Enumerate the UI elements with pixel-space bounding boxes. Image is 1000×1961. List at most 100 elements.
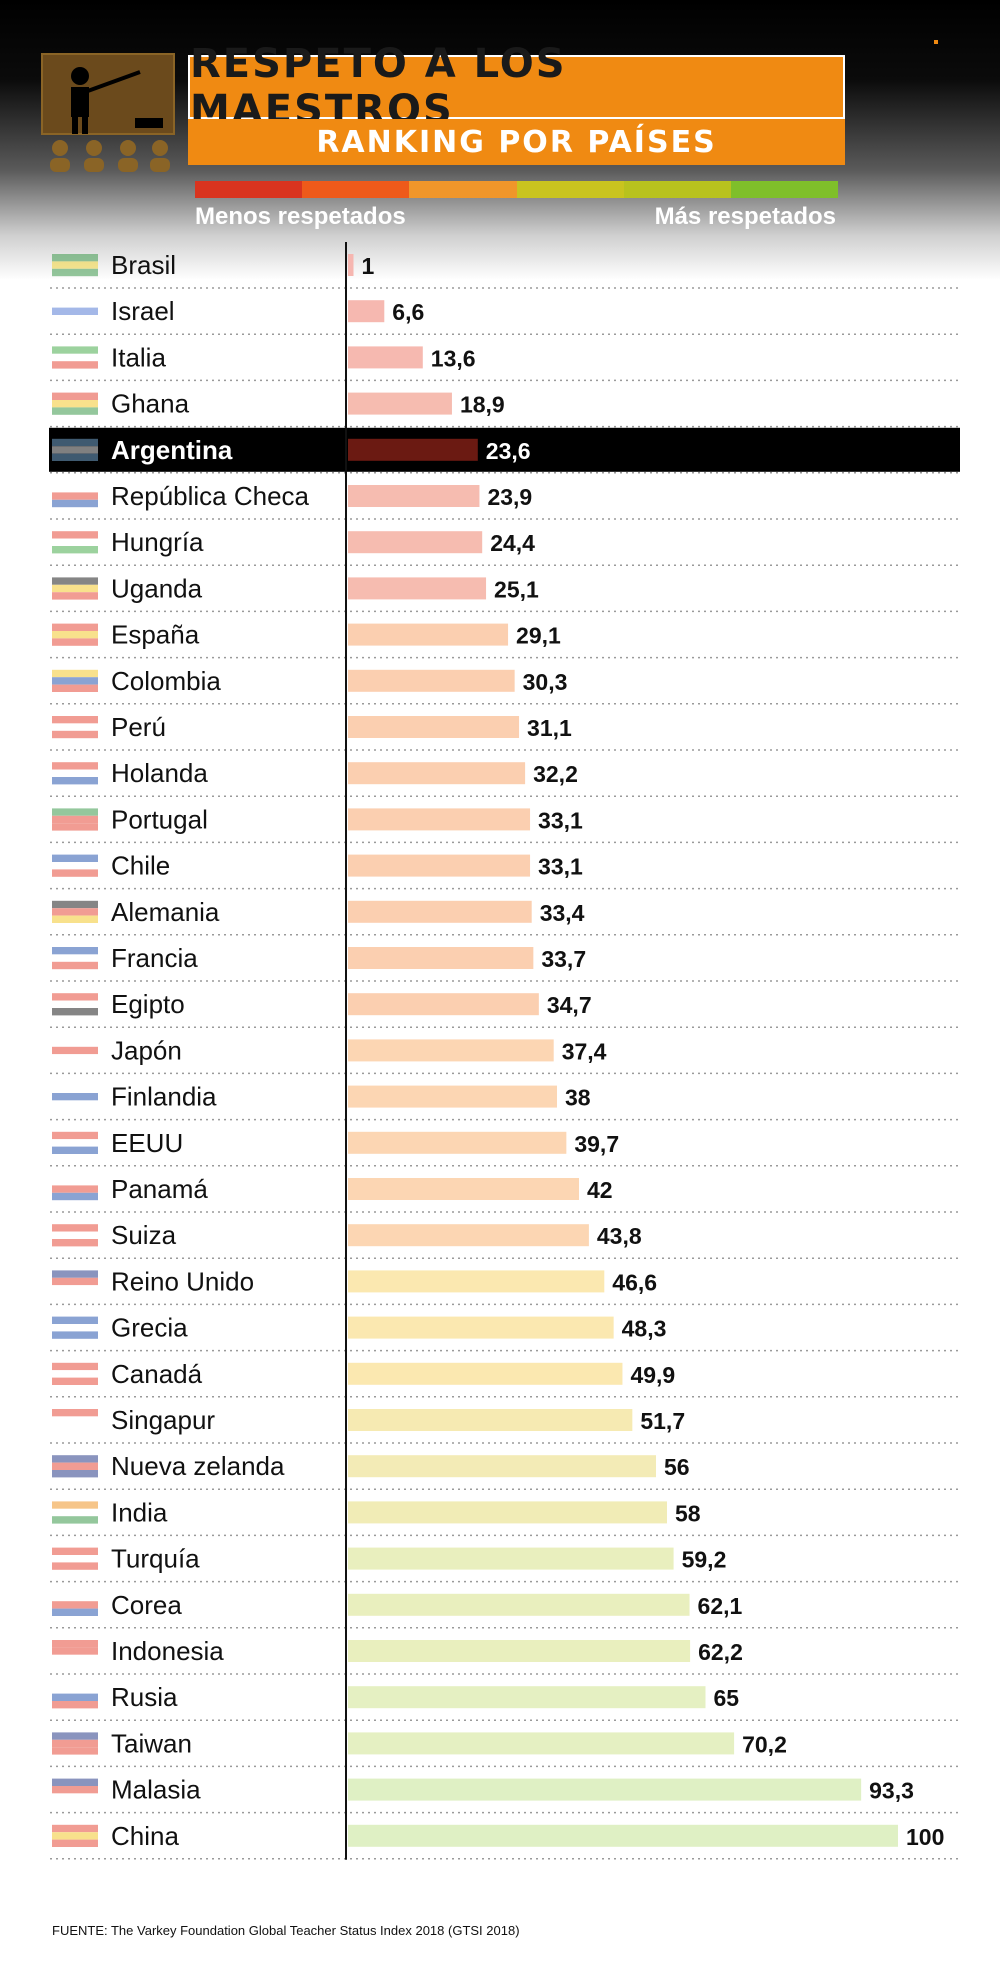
chart-row: Grecia 48,3 xyxy=(50,1313,958,1352)
bar xyxy=(348,900,532,923)
country-label: Malasia xyxy=(111,1775,201,1805)
country-flag-icon xyxy=(52,1732,98,1755)
chart-row: Ghana 18,9 xyxy=(50,389,958,428)
bar xyxy=(348,254,354,276)
data-label: 48,3 xyxy=(622,1316,667,1342)
scale-segment xyxy=(302,181,410,198)
country-label: Argentina xyxy=(111,435,233,465)
data-label: 59,2 xyxy=(682,1547,727,1573)
bar xyxy=(348,1270,605,1293)
country-label: China xyxy=(111,1821,179,1851)
bar xyxy=(348,623,509,646)
country-flag-icon xyxy=(52,1224,98,1247)
data-label: 33,4 xyxy=(540,900,585,926)
country-label: Perú xyxy=(111,712,166,742)
data-label: 51,7 xyxy=(640,1408,685,1434)
bar xyxy=(348,1455,656,1478)
bar xyxy=(348,762,526,785)
title-banner: RESPETO A LOS MAESTROS xyxy=(188,41,845,133)
chart-row: Singapur 51,7 xyxy=(50,1405,958,1444)
chart-row: Turquía 59,2 xyxy=(50,1544,958,1583)
country-label: Egipto xyxy=(111,989,185,1019)
chart-row: Brasil 1 xyxy=(50,250,958,289)
data-label: 25,1 xyxy=(494,576,539,602)
chart-row: Chile 33,1 xyxy=(50,851,958,890)
bar xyxy=(348,947,534,969)
bar xyxy=(348,438,478,461)
country-label: Brasil xyxy=(111,250,176,280)
data-label: 65 xyxy=(714,1685,740,1711)
country-flag-icon xyxy=(52,346,98,369)
respect-color-scale xyxy=(195,181,839,198)
country-flag-icon xyxy=(52,1501,98,1524)
country-flag-icon xyxy=(52,1778,98,1801)
bar xyxy=(348,808,531,831)
bar xyxy=(348,1409,633,1431)
bar xyxy=(348,392,452,415)
bar xyxy=(348,1824,898,1847)
teacher-classroom-icon xyxy=(41,53,175,172)
country-label: Grecia xyxy=(111,1313,188,1343)
data-label: 29,1 xyxy=(516,623,561,649)
country-label: Panamá xyxy=(111,1174,208,1204)
chart-row: República Checa 23,9 xyxy=(50,481,958,520)
country-flag-icon xyxy=(52,485,98,508)
country-flag-icon xyxy=(52,1824,98,1847)
country-flag-icon xyxy=(52,1039,98,1062)
data-label: 23,9 xyxy=(487,484,532,510)
country-label: República Checa xyxy=(111,481,310,511)
country-flag-icon xyxy=(52,900,98,923)
country-label: Japón xyxy=(111,1035,182,1065)
bar xyxy=(348,1686,706,1709)
chart-row: Panamá 42 xyxy=(50,1174,958,1213)
bar xyxy=(348,1593,690,1616)
chart-row: Rusia 65 xyxy=(50,1682,958,1721)
country-label: Chile xyxy=(111,851,170,881)
country-label: Rusia xyxy=(111,1682,178,1712)
country-label: EEUU xyxy=(111,1128,183,1158)
country-flag-icon xyxy=(52,623,98,646)
scale-segment xyxy=(195,181,303,198)
data-label: 70,2 xyxy=(742,1731,787,1757)
bar xyxy=(348,485,480,507)
country-flag-icon xyxy=(52,1085,98,1108)
country-label: Indonesia xyxy=(111,1636,224,1666)
country-flag-icon xyxy=(52,1316,98,1339)
country-label: Finlandia xyxy=(111,1082,217,1112)
country-label: Turquía xyxy=(111,1544,200,1574)
data-label: 62,1 xyxy=(698,1593,743,1619)
bar xyxy=(348,854,531,877)
bar xyxy=(348,669,515,692)
country-label: Italia xyxy=(111,342,166,372)
data-label: 38 xyxy=(565,1085,591,1111)
data-label: 56 xyxy=(664,1454,690,1480)
decorative-dot xyxy=(934,40,938,44)
chart-row: Taiwan 70,2 xyxy=(50,1728,958,1768)
chart-row: Suiza 43,8 xyxy=(50,1220,958,1259)
data-label: 33,1 xyxy=(538,807,583,833)
data-label: 30,3 xyxy=(523,669,568,695)
data-label: 39,7 xyxy=(574,1131,619,1157)
chart-row: Portugal 33,1 xyxy=(50,804,958,844)
title-block: RESPETO A LOS MAESTROS RANKING POR PAÍSE… xyxy=(188,41,845,165)
bar xyxy=(348,1732,735,1755)
country-flag-icon xyxy=(52,438,98,461)
country-label: Taiwan xyxy=(111,1728,192,1758)
country-flag-icon xyxy=(52,1131,98,1154)
data-label: 6,6 xyxy=(392,299,424,325)
chart-row: Canadá 49,9 xyxy=(50,1359,958,1398)
chart-row: Alemania 33,4 xyxy=(50,897,958,936)
scale-label-right: Más respetados xyxy=(654,203,836,230)
country-flag-icon xyxy=(52,531,98,554)
country-flag-icon xyxy=(52,1362,98,1385)
country-flag-icon xyxy=(52,1409,98,1432)
data-label: 58 xyxy=(675,1500,701,1526)
scale-segment xyxy=(730,181,839,198)
data-label: 23,6 xyxy=(486,438,531,464)
page-subtitle: RANKING POR PAÍSES xyxy=(316,124,717,160)
country-label: Uganda xyxy=(111,573,203,603)
country-label: Hungría xyxy=(111,527,204,557)
country-label: Colombia xyxy=(111,666,221,696)
country-label: Singapur xyxy=(111,1405,215,1435)
